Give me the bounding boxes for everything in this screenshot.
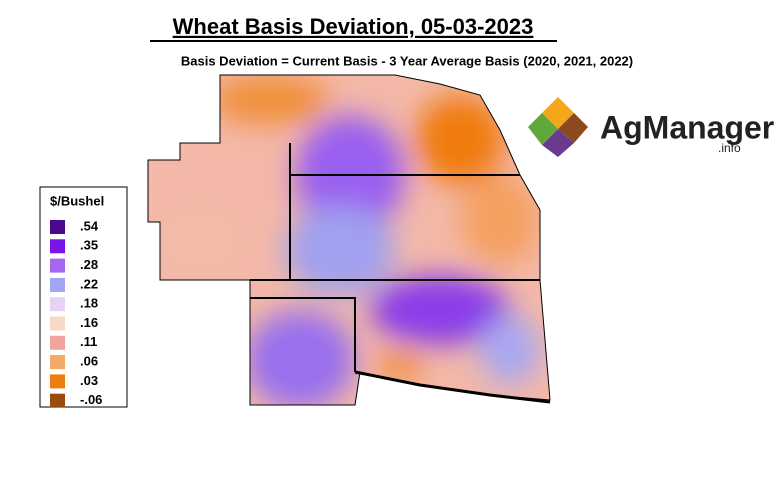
legend-label: .06 (80, 354, 98, 369)
legend-label: .18 (80, 296, 98, 311)
legend-swatch (50, 316, 65, 331)
state-borders (147, 74, 551, 406)
legend-title: $/Bushel (50, 193, 104, 208)
legend-swatch (50, 297, 65, 312)
legend-label: -.06 (80, 392, 102, 407)
legend-swatch (50, 220, 65, 234)
legend-swatch (50, 355, 65, 370)
legend-label: .11 (80, 334, 97, 349)
legend-label: .28 (80, 257, 98, 272)
legend-swatch (50, 335, 65, 350)
legend: $/Bushel .54 .35 .28 .22 .18 .16 .11 .06 .03 -.06 (39, 186, 128, 408)
subtitle: Basis Deviation = Current Basis - 3 Year… (181, 53, 633, 68)
map-fill (148, 75, 550, 405)
legend-swatch (50, 393, 65, 408)
legend-swatch (50, 277, 65, 292)
logo-name: AgManager (600, 109, 774, 145)
legend-label: .54 (80, 218, 99, 233)
title: Wheat Basis Deviation, 05-03-2023 (173, 14, 534, 39)
legend-label: .03 (80, 373, 98, 388)
legend-label: .35 (80, 238, 98, 253)
legend-swatch (50, 374, 65, 389)
logo: AgManager .info (526, 95, 774, 159)
legend-swatch (50, 239, 65, 254)
legend-label: .22 (80, 276, 98, 291)
legend-label: .16 (80, 315, 98, 330)
legend-swatch (50, 258, 65, 273)
logo-suffix: .info (718, 141, 741, 155)
